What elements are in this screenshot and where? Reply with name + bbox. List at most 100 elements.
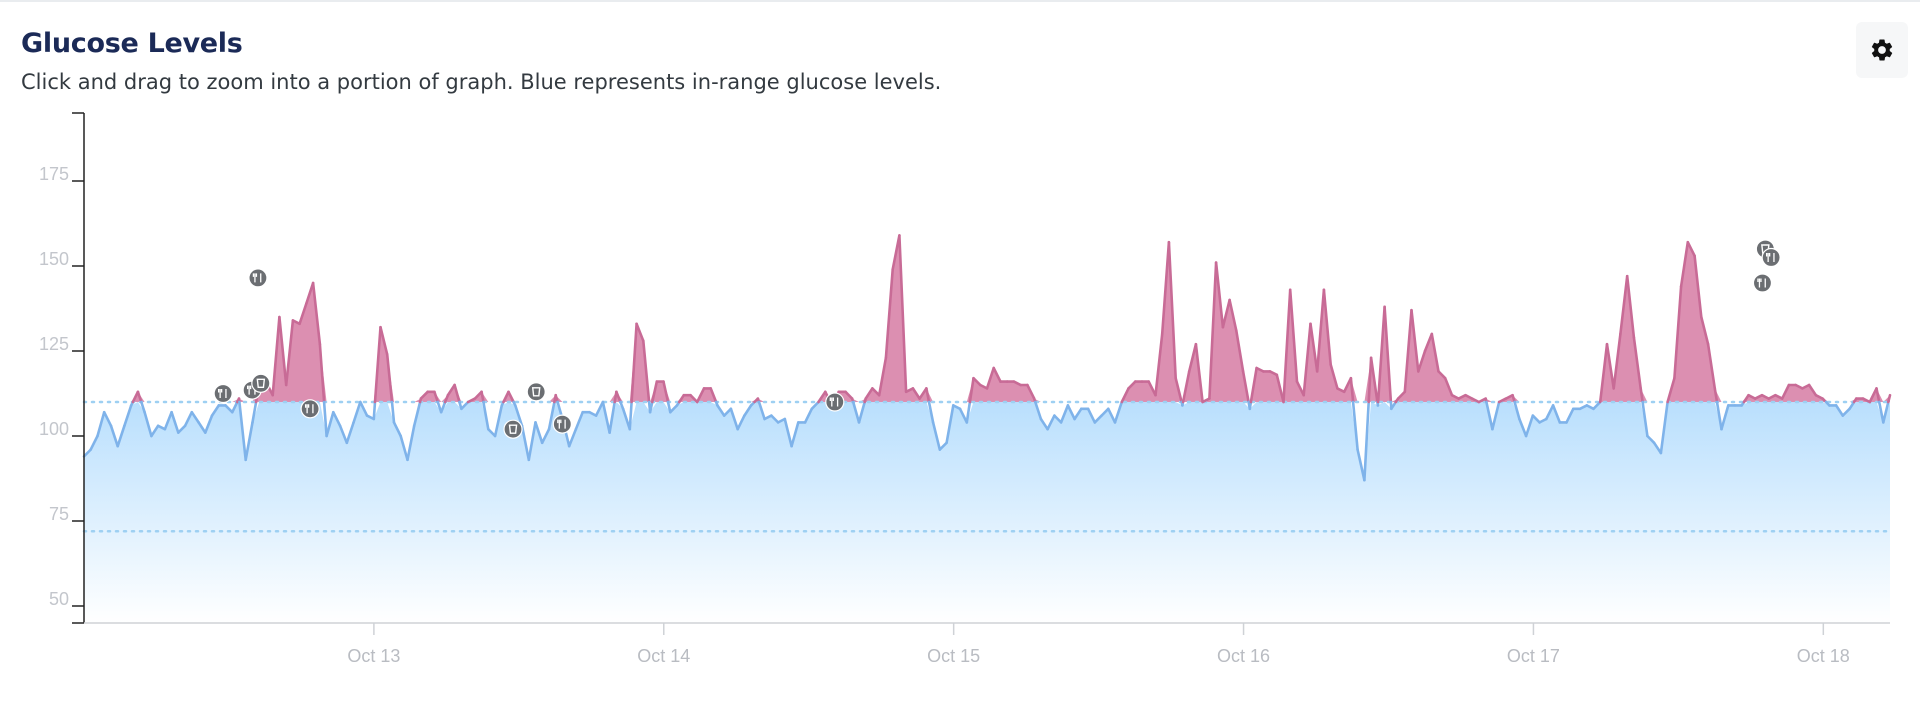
glucose-line-segment: [911, 387, 921, 400]
marker-circle: [248, 268, 268, 288]
glucose-line-segment: [1639, 387, 1644, 404]
in-range-fill: [84, 402, 1890, 623]
glucose-line-segment: [331, 410, 342, 428]
glucose-line-segment: [534, 421, 544, 445]
glucose-line-segment: [1565, 407, 1575, 424]
drink-marker[interactable]: [526, 382, 546, 402]
glucose-line-segment: [170, 410, 180, 434]
drink-marker[interactable]: [251, 373, 271, 393]
x-tick-label: Oct 14: [637, 646, 690, 666]
glucose-line-segment: [480, 390, 485, 404]
meal-marker[interactable]: [300, 399, 320, 419]
cup-icon: [256, 378, 266, 388]
glucose-line-segment: [931, 421, 942, 451]
glucose-line-segment: [1235, 329, 1245, 373]
glucose-line-segment: [1034, 400, 1043, 421]
glucose-line-segment: [1524, 414, 1535, 438]
glucose-line-segment: [183, 410, 194, 428]
marker-circle: [825, 392, 845, 412]
glucose-line-segment: [1410, 308, 1420, 373]
meal-marker[interactable]: [213, 383, 233, 404]
glucose-line-segment: [743, 404, 753, 417]
glucose-line-segment: [716, 404, 726, 417]
glucose-line-segment: [482, 400, 490, 431]
meal-marker[interactable]: [552, 414, 572, 434]
glucose-line-segment: [1249, 366, 1258, 404]
glucose-line-segment: [231, 400, 239, 414]
glucose-line-segment: [385, 353, 394, 404]
high-fill: [84, 235, 1890, 402]
glucose-line-segment: [527, 421, 537, 462]
drink-marker[interactable]: [503, 419, 523, 439]
glucose-line-segment: [1780, 383, 1791, 400]
glucose-line-segment: [238, 400, 247, 462]
glucose-line-segment: [204, 414, 214, 434]
glucose-line-segment: [419, 390, 430, 400]
utensils-icon: [1757, 278, 1766, 288]
target-range-lines: [82, 400, 1892, 533]
glucose-line-segment: [1302, 322, 1312, 397]
glucose-line-segment: [446, 383, 456, 397]
glucose-line-segment: [1841, 407, 1851, 417]
glucose-line-segment: [1295, 380, 1305, 397]
glucose-line-segment: [1228, 298, 1238, 332]
glucose-line-segment: [1403, 308, 1413, 394]
glucose-line-segment: [1026, 383, 1036, 400]
glucose-line-segment: [1531, 414, 1541, 424]
glucose-line-segment: [641, 339, 651, 404]
glucose-line-segment: [864, 387, 874, 400]
glucose-line-segment: [1208, 261, 1218, 400]
glucose-line-segment: [1430, 332, 1440, 373]
glucose-line-segment: [1848, 400, 1856, 411]
glucose-line-segment: [1282, 288, 1292, 404]
meal-marker[interactable]: [1752, 273, 1773, 293]
y-axis-ticks: 50 75 100 125 150 175: [39, 164, 84, 609]
glucose-line-segment: [1187, 342, 1198, 373]
glucose-line-segment: [1167, 240, 1177, 380]
meal-marker[interactable]: [1761, 247, 1781, 268]
glucose-line-segment: [695, 387, 706, 404]
high-range-area: [84, 235, 1890, 402]
glucose-line-segment: [635, 322, 645, 343]
glucose-line-segment: [453, 383, 461, 404]
glucose-line-segment: [1369, 356, 1379, 404]
glucose-line-segment: [1039, 417, 1049, 431]
glucose-line-segment: [666, 400, 672, 414]
glucose-line-segment: [372, 400, 377, 421]
glucose-line-segment: [1720, 404, 1730, 431]
glucose-line-segment: [1100, 407, 1110, 417]
glucose-line-segment: [650, 380, 659, 404]
glucose-line-segment: [1241, 370, 1250, 404]
glucose-line-segment: [1376, 305, 1386, 404]
y-tick-label: 125: [39, 334, 69, 354]
meal-marker[interactable]: [825, 392, 845, 412]
glucose-line-segment: [918, 387, 928, 400]
marker-circle: [526, 382, 546, 402]
glucose-line-segment: [1396, 390, 1407, 400]
utensils-icon: [217, 389, 227, 398]
utensils-icon: [304, 404, 314, 414]
glucose-line-segment: [399, 434, 409, 462]
x-tick-label: Oct 15: [927, 646, 980, 666]
glucose-line-segment: [851, 400, 861, 424]
glucose-line-segment: [1518, 417, 1528, 438]
glucose-line-segment: [1342, 376, 1353, 394]
glucose-line-segment: [1545, 404, 1555, 421]
glucose-line-segment: [1059, 404, 1070, 424]
glucose-line-segment: [1107, 407, 1117, 424]
glucose-line-segment: [574, 410, 585, 431]
glucose-line-segment: [1686, 240, 1696, 258]
meal-marker[interactable]: [248, 268, 268, 288]
cup-icon: [508, 424, 518, 434]
marker-circle: [213, 383, 233, 404]
glucose-line-segment: [985, 366, 996, 390]
settings-button[interactable]: [1856, 22, 1908, 78]
glucose-line-segment: [803, 407, 814, 424]
glucose-line-segment: [502, 390, 510, 404]
glucose-line-segment: [1181, 370, 1191, 404]
glucose-line-segment: [1322, 288, 1332, 366]
glucose-line-segment: [1120, 387, 1130, 404]
glucose-line-segment: [1390, 400, 1398, 411]
glucose-line-segment: [1288, 288, 1299, 383]
